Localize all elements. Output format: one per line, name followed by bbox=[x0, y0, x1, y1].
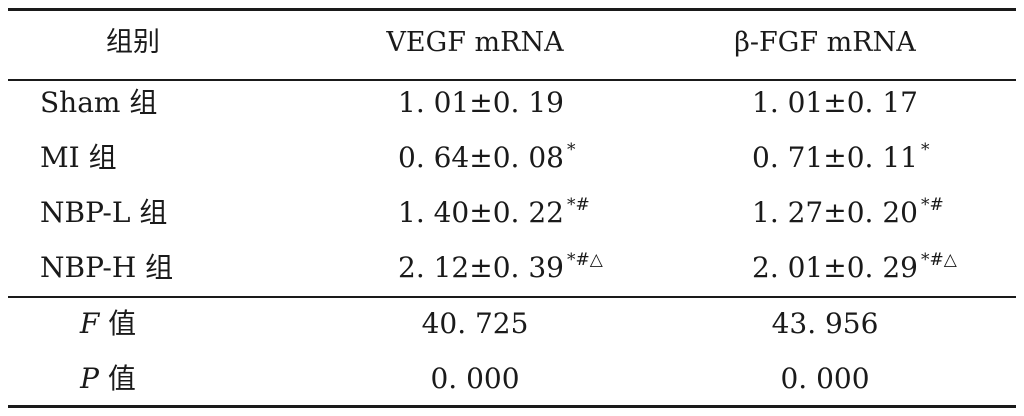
fgf-significance-mark: * bbox=[920, 140, 930, 160]
vegf-value: 2. 12±0. 39 bbox=[398, 251, 564, 284]
stat-fgf-value: 0. 000 bbox=[780, 362, 870, 395]
table-row: Sham 组 bbox=[40, 76, 340, 130]
table-bottom-rule bbox=[8, 405, 1016, 408]
vegf-value-cell: 0. 64±0. 08 * bbox=[398, 131, 698, 185]
stat-fgf-value: 43. 956 bbox=[771, 307, 879, 340]
stat-symbol: F bbox=[79, 307, 100, 340]
vegf-significance-mark: *#△ bbox=[566, 250, 603, 270]
vegf-significance-mark: * bbox=[566, 140, 576, 160]
table-header-rule bbox=[8, 79, 1016, 81]
table-stats-rule bbox=[8, 296, 1016, 298]
stat-row-p: P 值 bbox=[8, 352, 208, 406]
fgf-value: 2. 01±0. 29 bbox=[752, 251, 918, 284]
fgf-value-cell: 1. 01±0. 17 bbox=[752, 76, 1012, 130]
vegf-value-cell: 2. 12±0. 39 *#△ bbox=[398, 241, 698, 295]
fgf-value-cell: 2. 01±0. 29 *#△ bbox=[752, 241, 1012, 295]
fgf-value: 0. 71±0. 11 bbox=[752, 141, 918, 174]
stat-symbol: P bbox=[80, 362, 99, 395]
table-top-rule bbox=[8, 8, 1016, 11]
table-row: NBP-L 组 bbox=[40, 186, 340, 240]
table-row: MI 组 bbox=[40, 131, 340, 185]
vegf-value-cell: 1. 01±0. 19 bbox=[398, 76, 698, 130]
fgf-value-cell: 1. 27±0. 20 *# bbox=[752, 186, 1012, 240]
stat-vegf-value: 0. 000 bbox=[430, 362, 520, 395]
stat-label: 值 bbox=[107, 362, 136, 395]
header-vegf: VEGF mRNA bbox=[386, 27, 564, 58]
stat-row-f: F 值 bbox=[8, 297, 208, 351]
header-group: 组别 bbox=[106, 27, 160, 58]
stat-label: 值 bbox=[108, 307, 137, 340]
header-fgf: β-FGF mRNA bbox=[734, 27, 916, 58]
fgf-value: 1. 27±0. 20 bbox=[752, 196, 918, 229]
table-row: NBP-H 组 bbox=[40, 241, 340, 295]
fgf-significance-mark: *# bbox=[920, 195, 944, 215]
stat-vegf-value: 40. 725 bbox=[421, 307, 529, 340]
fgf-value-cell: 0. 71±0. 11 * bbox=[752, 131, 1012, 185]
vegf-value: 0. 64±0. 08 bbox=[398, 141, 564, 174]
group-label: MI 组 bbox=[40, 141, 117, 174]
vegf-value-cell: 1. 40±0. 22 *# bbox=[398, 186, 698, 240]
fgf-value: 1. 01±0. 17 bbox=[752, 86, 918, 119]
vegf-value: 1. 01±0. 19 bbox=[398, 86, 564, 119]
group-label: NBP-H 组 bbox=[40, 251, 174, 284]
group-label: Sham 组 bbox=[40, 86, 158, 119]
vegf-significance-mark: *# bbox=[566, 195, 590, 215]
fgf-significance-mark: *#△ bbox=[920, 250, 957, 270]
group-label: NBP-L 组 bbox=[40, 196, 168, 229]
vegf-value: 1. 40±0. 22 bbox=[398, 196, 564, 229]
